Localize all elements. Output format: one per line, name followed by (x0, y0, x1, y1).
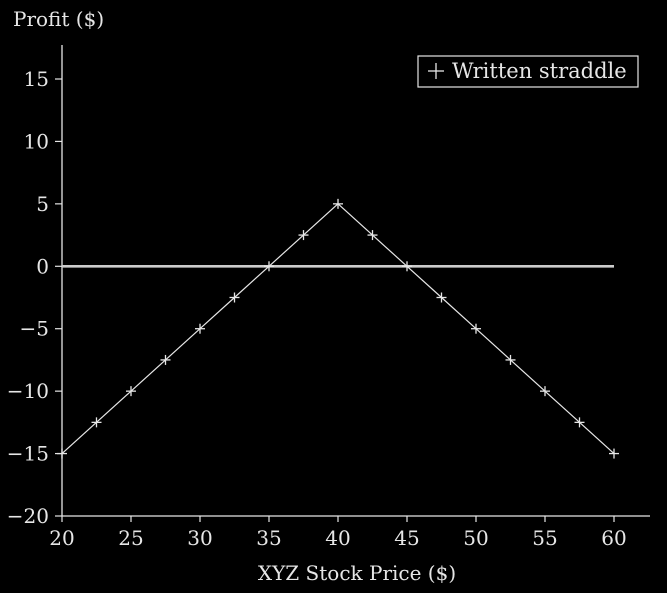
y-axis-title: Profit ($) (13, 7, 104, 31)
data-point (195, 323, 205, 334)
data-point (126, 386, 136, 397)
y-tick-label: 10 (24, 129, 49, 153)
y-tick-label: −10 (7, 379, 49, 403)
x-tick-label: 55 (532, 526, 557, 550)
data-point (540, 386, 550, 397)
legend-marker (428, 63, 444, 79)
legend-label: Written straddle (452, 59, 627, 83)
x-tick-label: 40 (325, 526, 350, 550)
data-point (229, 292, 240, 303)
x-tick-label: 60 (601, 526, 626, 550)
legend: Written straddle (417, 55, 639, 88)
x-tick-label: 50 (463, 526, 488, 550)
y-tick-label: −5 (20, 317, 49, 341)
data-point (264, 261, 274, 272)
data-point (505, 354, 516, 365)
x-axis-title: XYZ Stock Price ($) (258, 561, 456, 585)
x-tick-label: 35 (256, 526, 281, 550)
x-tick-label: 20 (49, 526, 74, 550)
y-tick-label: 0 (36, 254, 49, 278)
data-point (574, 417, 585, 428)
data-point (471, 323, 481, 334)
x-tick-label: 30 (187, 526, 212, 550)
series (57, 198, 619, 459)
y-tick-label: 15 (24, 67, 49, 91)
data-point (367, 230, 378, 241)
y-ticks: 15 10 5 0 −5 −10 −15 −20 (7, 67, 62, 528)
data-point (298, 230, 309, 241)
data-point (57, 448, 67, 459)
data-point (436, 292, 447, 303)
y-tick-label: −15 (7, 442, 49, 466)
data-point (609, 448, 619, 459)
x-ticks: 20 25 30 35 40 45 50 55 60 (49, 516, 627, 550)
legend-box (417, 55, 639, 88)
x-tick-label: 45 (394, 526, 419, 550)
data-point (91, 417, 102, 428)
y-tick-label: −20 (7, 504, 49, 528)
data-point (333, 198, 343, 209)
data-point (160, 354, 171, 365)
y-tick-label: 5 (36, 192, 49, 216)
data-point (402, 261, 412, 272)
axes (61, 45, 650, 517)
x-tick-label: 25 (118, 526, 143, 550)
series-line (61, 203, 615, 455)
